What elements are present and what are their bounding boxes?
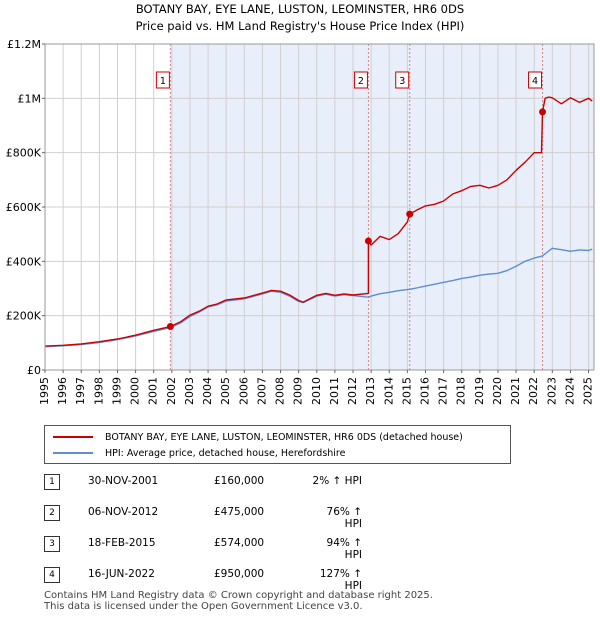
sale-marker-label: 1 — [160, 76, 166, 87]
x-tick-label: 1996 — [56, 377, 69, 405]
x-tick-label: 1995 — [38, 377, 51, 405]
legend-label-hpi: HPI: Average price, detached house, Here… — [105, 447, 346, 459]
sale-hpi-change: 2% ↑ HPI — [312, 475, 362, 487]
sale-hpi-change: 76% ↑ HPI — [326, 506, 362, 530]
sale-row: 1 30-NOV-2001 £160,000 2% ↑ HPI — [44, 474, 564, 492]
sale-price: £950,000 — [214, 568, 265, 580]
footer-line: Contains HM Land Registry data © Crown c… — [44, 590, 433, 601]
y-tick-label: £800K — [6, 147, 42, 160]
sale-marker-label: 2 — [358, 76, 364, 87]
x-tick-label: 1999 — [110, 377, 123, 405]
legend-swatch-property — [53, 436, 93, 438]
y-tick-label: £1.2M — [7, 38, 41, 51]
x-tick-label: 2002 — [165, 377, 178, 405]
sale-date: 18-FEB-2015 — [88, 537, 156, 549]
y-tick-label: £200K — [6, 310, 42, 323]
x-tick-label: 2001 — [147, 377, 160, 405]
sale-date: 30-NOV-2001 — [88, 475, 159, 487]
sale-number-badge: 3 — [44, 536, 60, 552]
property-price-line — [44, 96, 593, 347]
sale-row: 2 06-NOV-2012 £475,000 76% ↑ HPI — [44, 505, 564, 530]
sale-point — [406, 210, 414, 218]
sale-marker-box — [155, 71, 170, 89]
sale-point — [539, 108, 547, 116]
x-tick-label: 1997 — [74, 377, 87, 405]
x-tick-label: 2006 — [237, 377, 250, 405]
x-tick-label: 2013 — [364, 377, 377, 405]
sale-date: 16-JUN-2022 — [88, 568, 155, 580]
x-tick-label: 2000 — [129, 377, 142, 405]
legend-swatch-hpi — [53, 452, 93, 454]
chart-legend: BOTANY BAY, EYE LANE, LUSTON, LEOMINSTER… — [44, 425, 511, 464]
legend-item-property: BOTANY BAY, EYE LANE, LUSTON, LEOMINSTER… — [53, 429, 463, 445]
sale-point — [166, 323, 174, 331]
legend-label-property: BOTANY BAY, EYE LANE, LUSTON, LEOMINSTER… — [105, 431, 463, 443]
chart-title: BOTANY BAY, EYE LANE, LUSTON, LEOMINSTER… — [136, 2, 464, 16]
sale-marker-label: 4 — [532, 76, 538, 87]
sale-marker-box — [528, 71, 543, 89]
x-tick-label: 2021 — [509, 377, 522, 405]
sale-number-badge: 2 — [44, 505, 60, 521]
legend-item-hpi: HPI: Average price, detached house, Here… — [53, 445, 345, 461]
y-tick-label: £0 — [27, 364, 41, 377]
x-tick-label: 2003 — [183, 377, 196, 405]
x-tick-label: 2017 — [437, 377, 450, 405]
sale-price: £574,000 — [214, 537, 265, 549]
x-tick-label: 2023 — [545, 377, 558, 405]
sale-marker-box — [353, 71, 368, 89]
x-tick-label: 2012 — [346, 377, 359, 405]
y-tick-label: £600K — [6, 201, 42, 214]
sale-marker-box — [395, 71, 410, 89]
x-tick-label: 2024 — [563, 377, 576, 405]
y-tick-label: £400K — [6, 255, 42, 268]
x-tick-label: 2009 — [292, 377, 305, 405]
sale-date: 06-NOV-2012 — [88, 506, 159, 518]
sale-row: 4 16-JUN-2022 £950,000 127% ↑ HPI — [44, 567, 564, 592]
x-tick-label: 2025 — [582, 377, 595, 405]
price-chart: BOTANY BAY, EYE LANE, LUSTON, LEOMINSTER… — [6, 2, 595, 405]
x-tick-label: 2005 — [219, 377, 232, 405]
sale-marker-label: 3 — [399, 76, 405, 87]
x-tick-label: 2022 — [527, 377, 540, 405]
x-tick-label: 2020 — [491, 377, 504, 405]
x-tick-label: 2019 — [473, 377, 486, 405]
sale-number-badge: 4 — [44, 567, 60, 583]
sale-hpi-change: 94% ↑ HPI — [326, 537, 362, 561]
x-tick-label: 2018 — [455, 377, 468, 405]
x-tick-label: 2008 — [274, 377, 287, 405]
hpi-line — [44, 247, 593, 348]
x-tick-label: 2010 — [310, 377, 323, 405]
x-tick-label: 2004 — [201, 377, 214, 405]
sale-hpi-change: 127% ↑ HPI — [319, 568, 362, 592]
sale-point — [364, 237, 372, 245]
x-tick-label: 2015 — [400, 377, 413, 405]
sale-price: £160,000 — [214, 475, 265, 487]
x-tick-label: 2007 — [255, 377, 268, 405]
footer-attribution: Contains HM Land Registry data © Crown c… — [44, 590, 433, 612]
x-tick-label: 2011 — [328, 377, 341, 405]
y-tick-label: £1M — [18, 92, 42, 105]
footer-line: This data is licensed under the Open Gov… — [44, 601, 363, 612]
x-tick-label: 2016 — [418, 377, 431, 405]
x-tick-label: 2014 — [382, 377, 395, 405]
sale-number-badge: 1 — [44, 474, 60, 490]
sale-row: 3 18-FEB-2015 £574,000 94% ↑ HPI — [44, 536, 564, 561]
x-tick-label: 1998 — [92, 377, 105, 405]
chart-subtitle: Price paid vs. HM Land Registry's House … — [136, 19, 465, 33]
sale-price: £475,000 — [214, 506, 265, 518]
